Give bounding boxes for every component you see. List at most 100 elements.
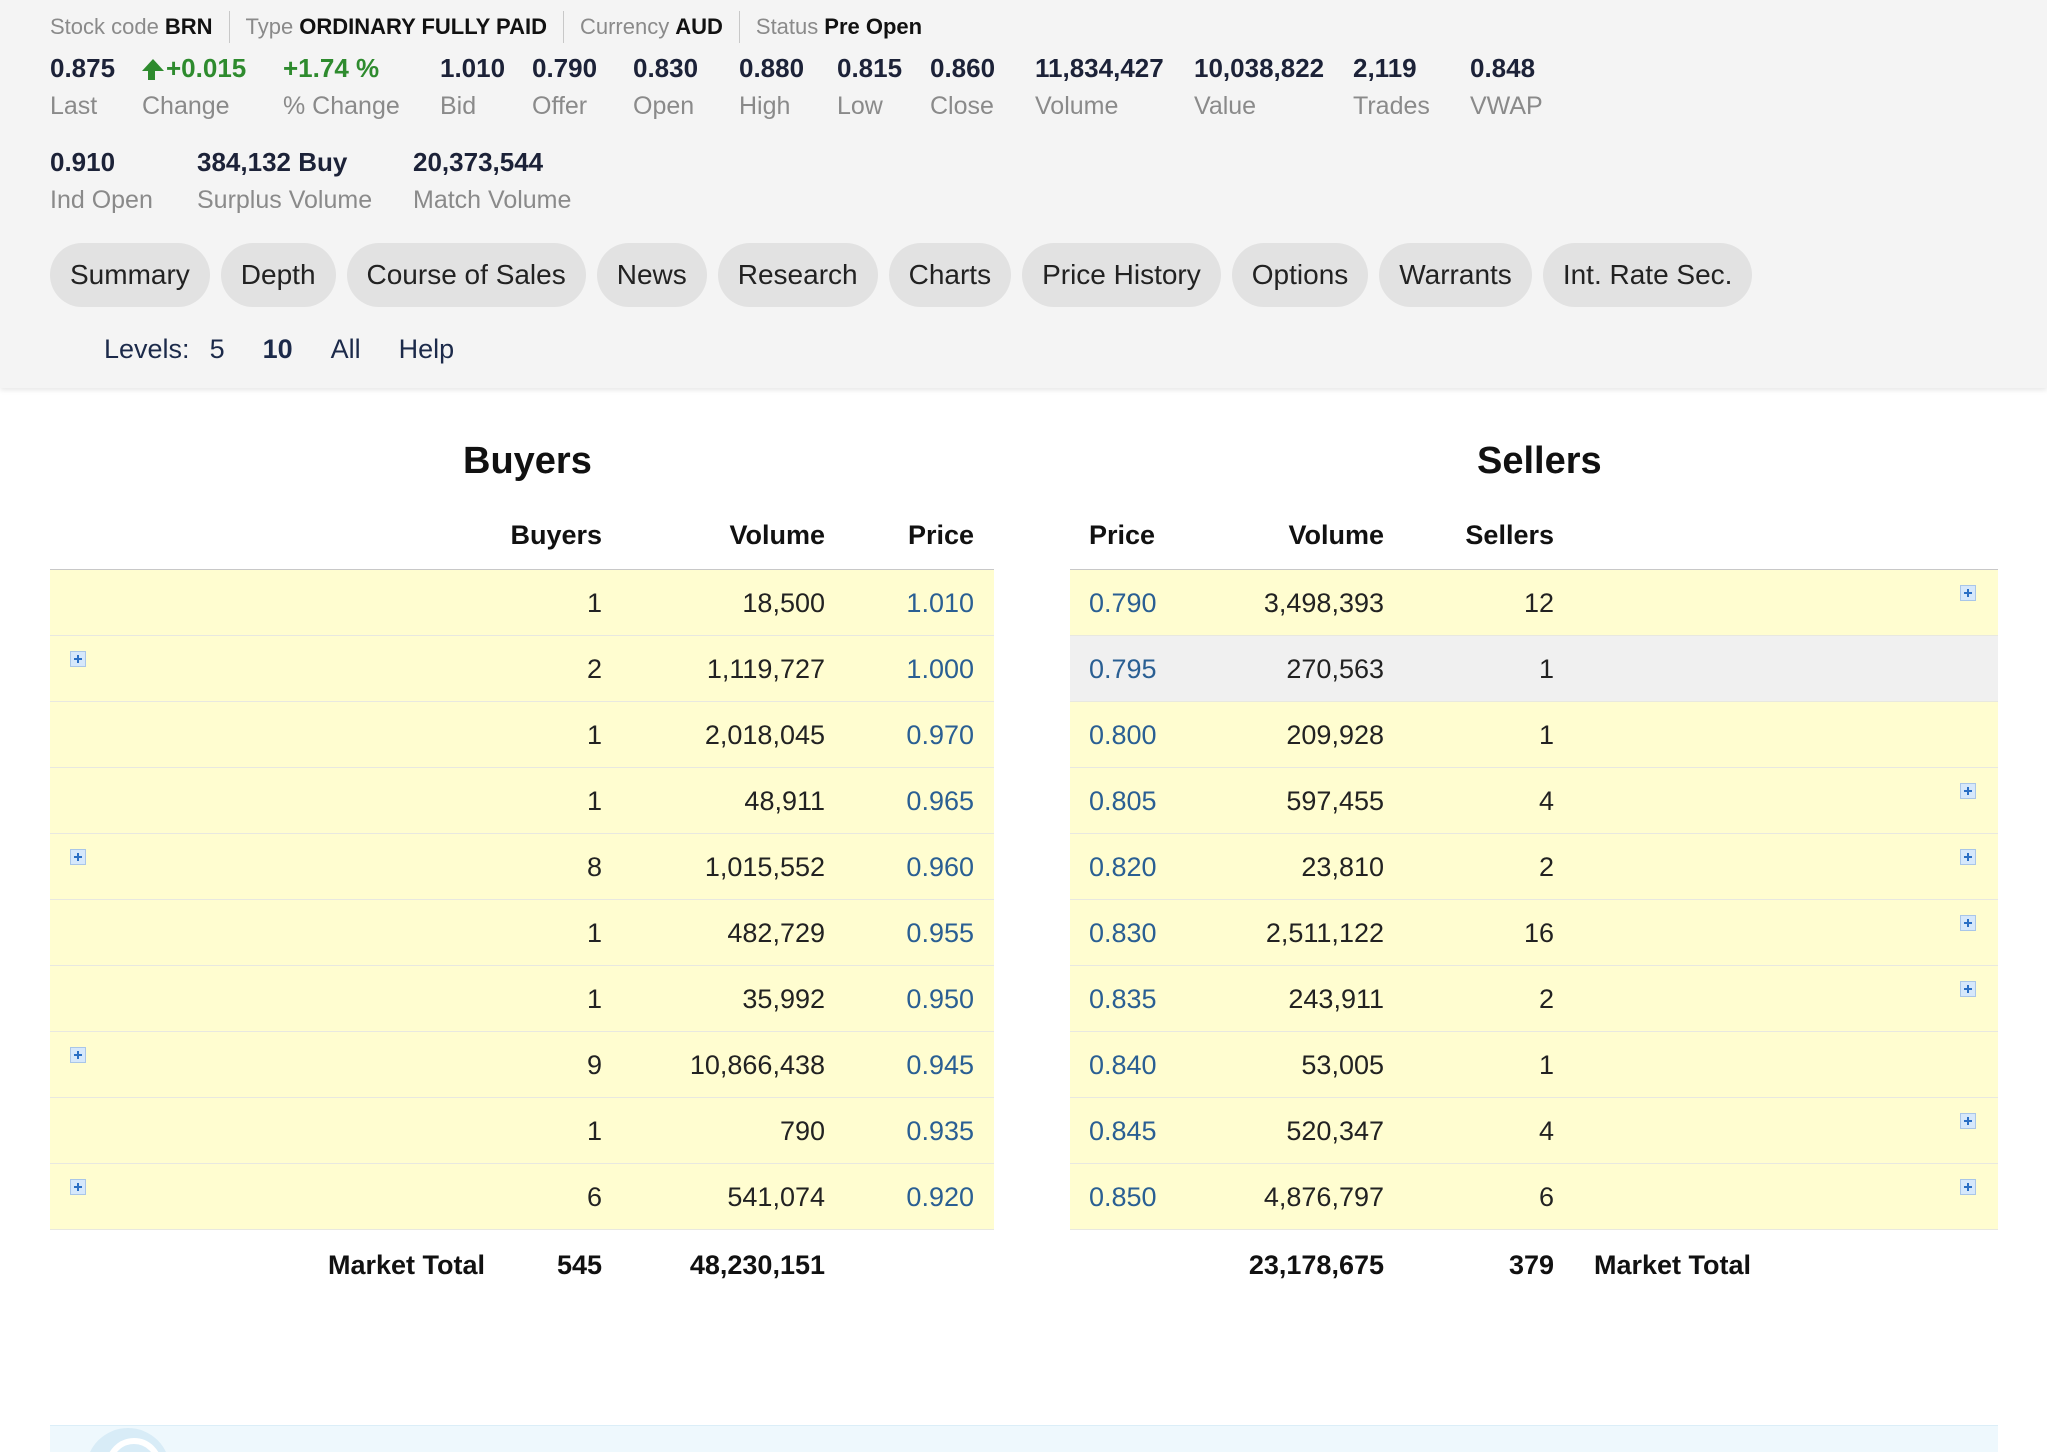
buyers-price-link[interactable]: 1.010 xyxy=(906,588,974,618)
sellers-price-link[interactable]: 0.850 xyxy=(1089,1182,1157,1212)
market-totals-row: Market Total 545 48,230,151 23,178,675 3… xyxy=(0,1232,2047,1298)
sellers-row: 0.845 520,347 4 xyxy=(1070,1098,1998,1164)
buyers-price-link[interactable]: 0.950 xyxy=(906,984,974,1014)
levels-help-link[interactable]: Help xyxy=(398,334,455,364)
sellers-volume-cell: 4,876,797 xyxy=(1263,1182,1384,1212)
tab-warrants[interactable]: Warrants xyxy=(1379,243,1532,307)
buyers-price-link[interactable]: 0.945 xyxy=(906,1050,974,1080)
tab-depth[interactable]: Depth xyxy=(220,243,336,307)
levels-label: Levels: xyxy=(104,334,190,364)
buyers-total-label: Market Total xyxy=(328,1250,486,1280)
buyers-count-cell: 1 xyxy=(586,588,602,618)
sellers-price-link[interactable]: 0.790 xyxy=(1089,588,1157,618)
buyers-price-link[interactable]: 0.970 xyxy=(906,720,974,750)
expand-plus-icon[interactable] xyxy=(70,651,86,667)
expand-plus-icon[interactable] xyxy=(70,849,86,865)
sellers-price-link[interactable]: 0.840 xyxy=(1089,1050,1157,1080)
stat-label: Change xyxy=(142,92,230,120)
sellers-volume-cell: 209,928 xyxy=(1286,720,1384,750)
buyers-price-link[interactable]: 0.965 xyxy=(906,786,974,816)
buyers-price-header: Price xyxy=(907,520,974,550)
tab-research[interactable]: Research xyxy=(717,243,878,307)
expand-plus-icon[interactable] xyxy=(1960,585,1976,601)
buyers-count-cell: 1 xyxy=(586,1116,602,1146)
stat-value: 0.880 xyxy=(739,53,805,83)
expand-plus-icon[interactable] xyxy=(1960,981,1976,997)
sellers-volume-cell: 270,563 xyxy=(1286,654,1384,684)
stat-value: +0.015 xyxy=(166,53,247,83)
buyers-volume-cell: 790 xyxy=(779,1116,825,1146)
buyers-row: 9 10,866,438 0.945 xyxy=(50,1032,994,1098)
expand-plus-icon[interactable] xyxy=(70,1179,86,1195)
stat-label: High xyxy=(739,92,791,120)
stat-label: Bid xyxy=(440,92,477,120)
expand-plus-icon[interactable] xyxy=(1960,849,1976,865)
buyers-volume-cell: 541,074 xyxy=(727,1182,825,1212)
buyers-price-link[interactable]: 0.955 xyxy=(906,918,974,948)
stat-high: 0.880 High xyxy=(739,50,804,126)
buyers-price-link[interactable]: 1.000 xyxy=(906,654,974,684)
expand-plus-icon[interactable] xyxy=(1960,783,1976,799)
tab-course-of-sales[interactable]: Course of Sales xyxy=(346,243,586,307)
expand-plus-icon[interactable] xyxy=(1960,1179,1976,1195)
sellers-row: 0.795 270,563 1 xyxy=(1070,636,1998,702)
stat-label: Ind Open xyxy=(50,186,153,214)
buyers-volume-cell: 48,911 xyxy=(744,786,825,816)
arrow-up-icon xyxy=(142,59,164,71)
sellers-total-count: 379 xyxy=(1508,1250,1554,1280)
tab-news[interactable]: News xyxy=(596,243,707,307)
stat-low: 0.815 Low xyxy=(837,50,902,126)
buyers-total-volume: 48,230,151 xyxy=(689,1250,825,1280)
sellers-count-cell: 4 xyxy=(1538,1116,1554,1146)
meta-label: Stock code xyxy=(50,14,159,39)
buyers-count-cell: 2 xyxy=(586,654,602,684)
stat-label: VWAP xyxy=(1470,92,1543,120)
buyers-volume-cell: 1,015,552 xyxy=(704,852,825,882)
stat-label: Low xyxy=(837,92,883,120)
buyers-row: 6 541,074 0.920 xyxy=(50,1164,994,1230)
sellers-price-link[interactable]: 0.820 xyxy=(1089,852,1157,882)
sellers-title: Sellers xyxy=(1477,440,1602,482)
meta-value: ORDINARY FULLY PAID xyxy=(299,14,547,39)
sellers-price-link[interactable]: 0.805 xyxy=(1089,786,1157,816)
stat-offer: 0.790 Offer xyxy=(532,50,597,126)
sellers-row: 0.830 2,511,122 16 xyxy=(1070,900,1998,966)
expand-plus-icon[interactable] xyxy=(1960,1113,1976,1129)
sellers-price-link[interactable]: 0.800 xyxy=(1089,720,1157,750)
buyers-count-cell: 1 xyxy=(586,984,602,1014)
tab-summary[interactable]: Summary xyxy=(50,243,210,307)
stat-label: Volume xyxy=(1035,92,1119,120)
buyers-price-link[interactable]: 0.920 xyxy=(906,1182,974,1212)
buyers-count-cell: 1 xyxy=(586,720,602,750)
sellers-count-cell: 6 xyxy=(1538,1182,1554,1212)
levels-option-10[interactable]: 10 xyxy=(262,334,293,364)
sellers-volume-cell: 243,911 xyxy=(1288,984,1384,1014)
stat-vwap: 0.848 VWAP xyxy=(1470,50,1543,126)
tab-charts[interactable]: Charts xyxy=(888,243,1012,307)
tab-int-rate-sec[interactable]: Int. Rate Sec. xyxy=(1542,243,1753,307)
sellers-price-link[interactable]: 0.845 xyxy=(1089,1116,1157,1146)
sellers-price-link[interactable]: 0.795 xyxy=(1089,654,1157,684)
buyers-count-header: Buyers xyxy=(510,520,602,550)
sellers-count-cell: 2 xyxy=(1538,984,1554,1014)
expand-plus-icon[interactable] xyxy=(70,1047,86,1063)
levels-option-all[interactable]: All xyxy=(330,334,361,364)
sellers-row: 0.820 23,810 2 xyxy=(1070,834,1998,900)
levels-option-5[interactable]: 5 xyxy=(209,334,225,364)
stat-value: 10,038,822 xyxy=(1194,53,1325,83)
stat-change-value-wrap: +0.015 xyxy=(142,50,246,86)
stat-value: 384,132 Buy xyxy=(197,147,348,177)
expand-plus-icon[interactable] xyxy=(1960,915,1976,931)
stat-volume: 11,834,427 Volume xyxy=(1035,50,1164,126)
sellers-price-link[interactable]: 0.835 xyxy=(1089,984,1157,1014)
buyers-price-link[interactable]: 0.935 xyxy=(906,1116,974,1146)
stat-label: Value xyxy=(1194,92,1257,120)
sellers-price-link[interactable]: 0.830 xyxy=(1089,918,1157,948)
stat-value-traded: 10,038,822 Value xyxy=(1194,50,1324,126)
stat-pct-change: +1.74 % % Change xyxy=(283,50,400,126)
tab-options[interactable]: Options xyxy=(1231,243,1369,307)
meta-value: BRN xyxy=(164,14,213,39)
buyers-count-cell: 6 xyxy=(586,1182,602,1212)
tab-price-history[interactable]: Price History xyxy=(1022,243,1221,307)
buyers-price-link[interactable]: 0.960 xyxy=(906,852,974,882)
